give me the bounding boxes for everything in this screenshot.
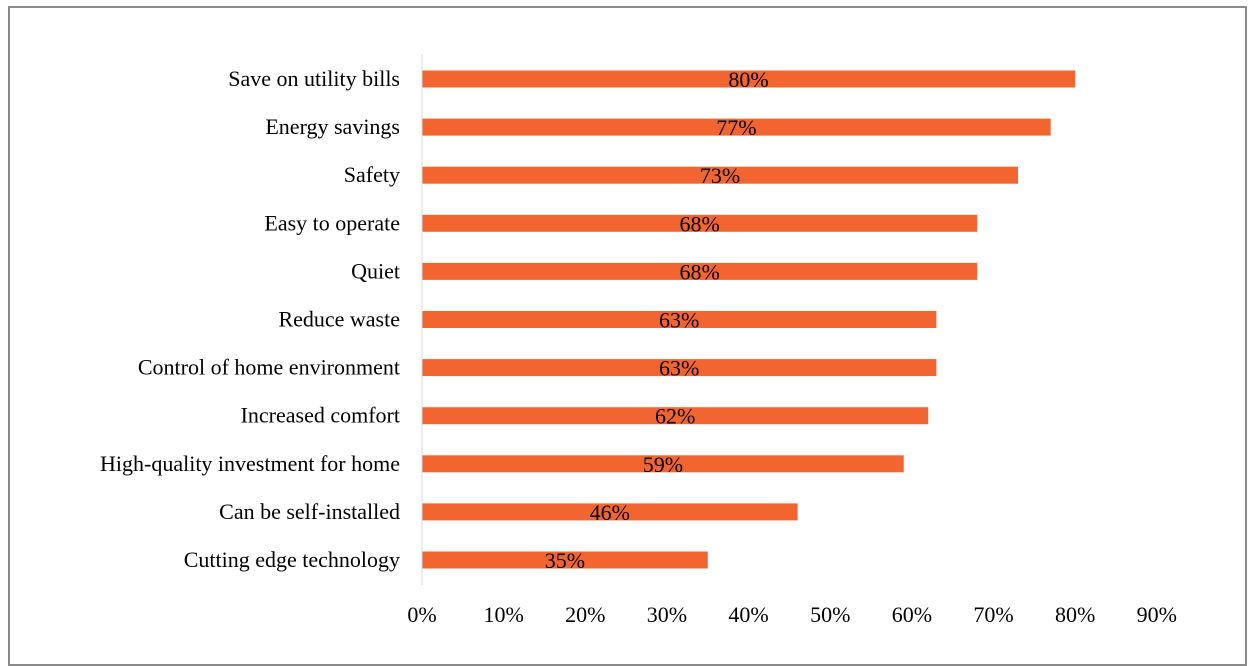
category-label: Control of home environment [138, 355, 400, 380]
x-tick-label: 40% [728, 602, 768, 627]
bar [422, 455, 904, 473]
bar [422, 214, 978, 232]
value-label: 68% [679, 259, 719, 284]
bar [422, 551, 708, 569]
category-label: Safety [344, 162, 400, 187]
bars-layer [422, 70, 1076, 569]
x-tick-label: 70% [973, 602, 1013, 627]
value-label: 35% [545, 548, 585, 573]
category-label: Can be self-installed [219, 499, 400, 524]
value-label: 73% [700, 163, 740, 188]
bar [422, 503, 798, 521]
x-tick-label: 90% [1137, 602, 1177, 627]
x-tick-label: 20% [565, 602, 605, 627]
bar [422, 70, 1076, 88]
value-label: 77% [716, 115, 756, 140]
category-label: Reduce waste [278, 307, 400, 332]
value-label: 63% [659, 308, 699, 333]
x-tick-label: 10% [483, 602, 523, 627]
category-label: Easy to operate [264, 210, 400, 235]
value-label: 68% [679, 211, 719, 236]
bar [422, 311, 937, 328]
category-label: Cutting edge technology [184, 547, 400, 572]
value-label: 62% [655, 404, 695, 429]
bar [422, 407, 929, 425]
labels-layer: Save on utility bills 80% Energy savings 77… [100, 66, 1177, 627]
category-label: Save on utility bills [228, 66, 400, 91]
value-label: 80% [728, 67, 768, 92]
value-label: 63% [659, 356, 699, 381]
x-tick-label: 30% [647, 602, 687, 627]
x-tick-label: 80% [1055, 602, 1095, 627]
value-label: 59% [643, 452, 683, 477]
x-tick-label: 60% [892, 602, 932, 627]
category-label: Increased comfort [241, 403, 400, 428]
bar [422, 166, 1019, 184]
x-tick-label: 0% [407, 602, 436, 627]
value-label: 46% [590, 500, 630, 525]
bar [422, 262, 978, 280]
category-label: High-quality investment for home [100, 451, 400, 476]
bar [422, 118, 1051, 136]
bar [422, 359, 937, 377]
category-label: Quiet [351, 258, 400, 283]
x-tick-label: 50% [810, 602, 850, 627]
category-label: Energy savings [265, 114, 400, 139]
